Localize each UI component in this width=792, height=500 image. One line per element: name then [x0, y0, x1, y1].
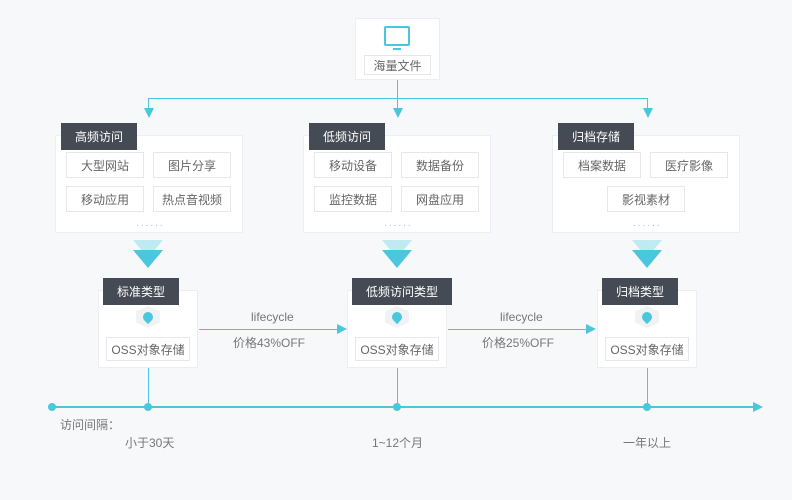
big-arrow-icon [133, 250, 163, 268]
connector [199, 329, 339, 330]
connector [397, 80, 398, 98]
col1-type: 标准类型 [103, 278, 179, 305]
arrow-icon [393, 108, 403, 118]
item-box: 网盘应用 [401, 186, 479, 212]
item-box: 影视素材 [607, 186, 685, 212]
connector [148, 368, 149, 406]
timeline-label: 访问间隔： [60, 416, 120, 433]
col3-type: 归档类型 [602, 278, 678, 305]
item-box: 医疗影像 [650, 152, 728, 178]
storage-label-box: OSS对象存储 [355, 337, 439, 361]
item-box: 图片分享 [153, 152, 231, 178]
storage-icon [385, 306, 409, 333]
timeline-tick [144, 403, 152, 411]
transition-top: lifecycle [500, 310, 543, 324]
timeline-tick-label: 小于30天 [125, 434, 174, 451]
storage-label-box: OSS对象存储 [106, 337, 190, 361]
timeline-tick-label: 1~12个月 [372, 434, 423, 451]
connector [647, 368, 648, 406]
top-label: 海量文件 [373, 57, 421, 74]
storage-label-box: OSS对象存储 [605, 337, 689, 361]
transition-bottom: 价格43%OFF [233, 334, 305, 351]
item-box: 数据备份 [401, 152, 479, 178]
connector [397, 368, 398, 406]
arrow-icon [586, 324, 596, 334]
timeline-tick-label: 一年以上 [623, 434, 671, 451]
item-box: 档案数据 [563, 152, 641, 178]
connector [448, 329, 588, 330]
item-box: 热点音视频 [153, 186, 231, 212]
ellipsis: ...... [136, 218, 165, 229]
item-box: 大型网站 [66, 152, 144, 178]
big-arrow-icon [632, 250, 662, 268]
item-box: 移动应用 [66, 186, 144, 212]
ellipsis: ...... [633, 218, 662, 229]
monitor-icon [384, 26, 410, 46]
arrow-icon [337, 324, 347, 334]
timeline-tick [643, 403, 651, 411]
timeline-tick [393, 403, 401, 411]
arrow-icon [144, 108, 154, 118]
connector [148, 98, 648, 99]
timeline-arrow-icon [753, 402, 763, 412]
col1-header: 高频访问 [61, 123, 137, 150]
item-box: 移动设备 [314, 152, 392, 178]
col3-header: 归档存储 [558, 123, 634, 150]
storage-icon [136, 306, 160, 333]
transition-bottom: 价格25%OFF [482, 334, 554, 351]
top-label-box: 海量文件 [364, 55, 431, 75]
arrow-icon [643, 108, 653, 118]
ellipsis: ...... [384, 218, 413, 229]
col2-header: 低频访问 [309, 123, 385, 150]
big-arrow-icon [382, 250, 412, 268]
timeline-origin [48, 403, 56, 411]
transition-top: lifecycle [251, 310, 294, 324]
col2-type: 低频访问类型 [352, 278, 452, 305]
storage-icon [635, 306, 659, 333]
item-box: 监控数据 [314, 186, 392, 212]
